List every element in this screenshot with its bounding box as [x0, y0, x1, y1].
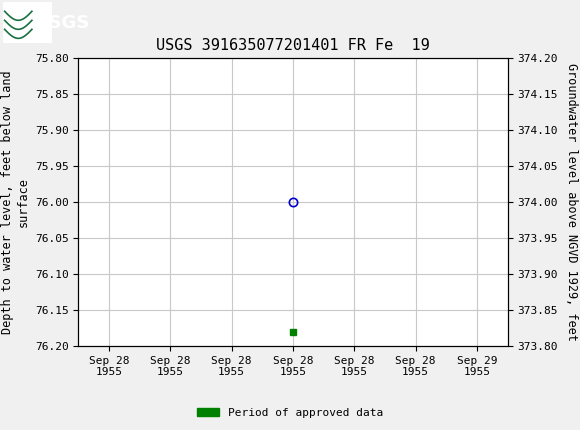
Bar	[3, 2, 52, 43]
Y-axis label: Groundwater level above NGVD 1929, feet: Groundwater level above NGVD 1929, feet	[565, 63, 578, 341]
Text: USGS: USGS	[35, 14, 90, 31]
Title: USGS 391635077201401 FR Fe  19: USGS 391635077201401 FR Fe 19	[156, 38, 430, 53]
Y-axis label: Depth to water level, feet below land
surface: Depth to water level, feet below land su…	[1, 70, 29, 334]
Legend: Period of approved data: Period of approved data	[193, 403, 387, 422]
